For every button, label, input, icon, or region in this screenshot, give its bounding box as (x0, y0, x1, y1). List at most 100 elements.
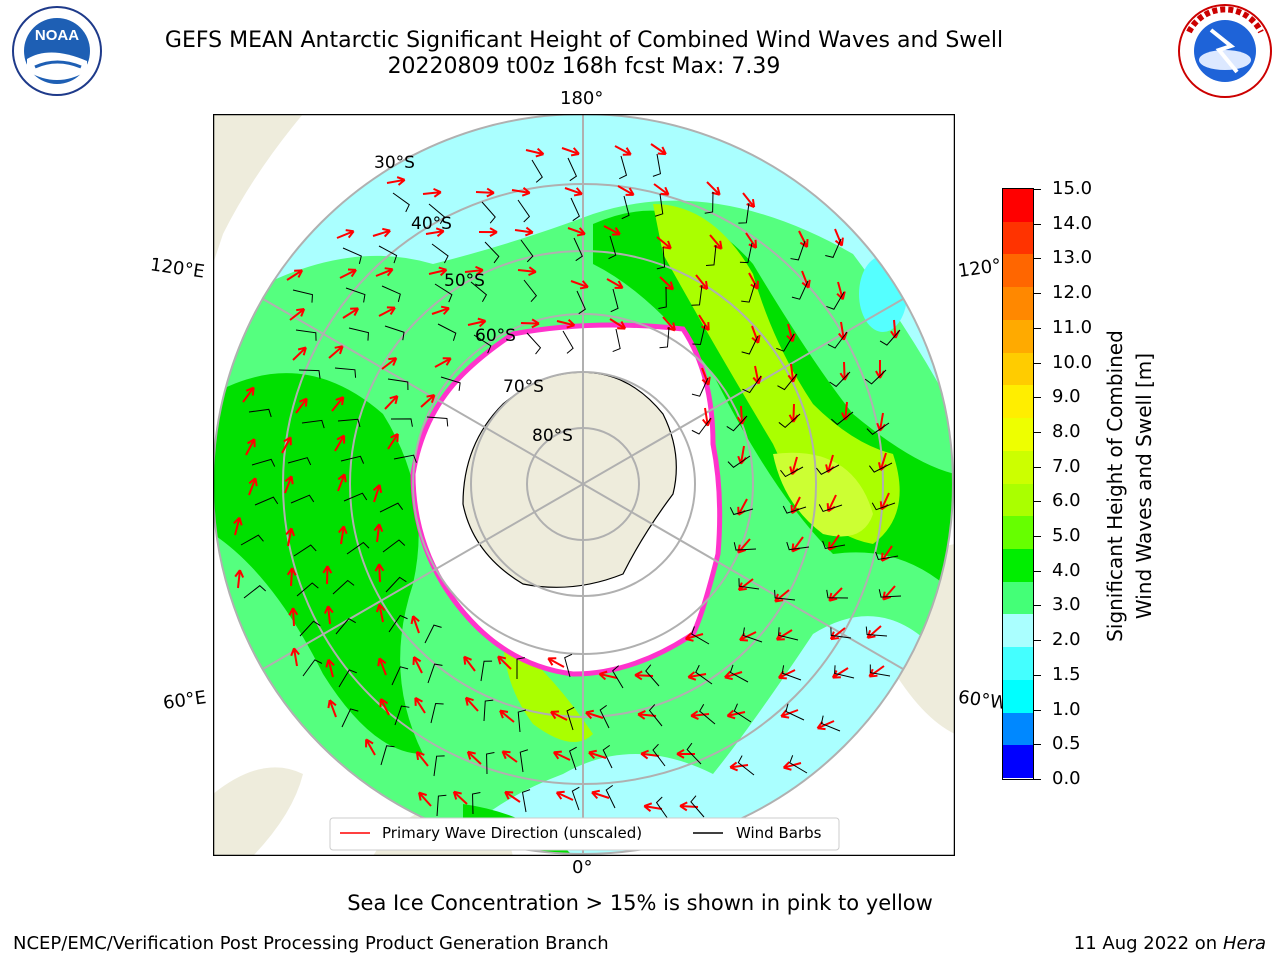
wind-barb (337, 418, 361, 428)
polar-map: Primary Wave Direction (unscaled) Wind B… (213, 114, 955, 856)
wind-barb (778, 627, 799, 641)
wind-barb (834, 665, 855, 679)
wave-arrow (653, 183, 670, 196)
wind-barb (332, 579, 355, 595)
wave-arrow (288, 607, 299, 627)
wave-arrow (684, 632, 704, 642)
wind-barb (531, 159, 543, 183)
wind-barb (296, 582, 319, 597)
wave-arrow (386, 176, 406, 186)
wind-barb (791, 280, 809, 300)
wave-arrow (328, 345, 344, 359)
wave-arrow (327, 699, 337, 718)
wind-barb (380, 745, 395, 766)
wind-barb (619, 155, 628, 180)
wind-barb (733, 542, 757, 551)
wave-arrow (466, 750, 482, 765)
wave-arrow (464, 265, 484, 276)
wind-barb (520, 239, 534, 263)
wave-arrow (431, 305, 450, 315)
wave-arrow (650, 143, 667, 156)
wind-barb (341, 708, 359, 728)
colorbar-segment (1003, 516, 1033, 550)
wave-arrow (428, 266, 448, 277)
wind-barb (440, 376, 461, 391)
wind-barb (290, 494, 315, 504)
wave-arrow (656, 236, 672, 250)
wind-barb (570, 197, 580, 222)
wind-barb (384, 325, 405, 341)
wave-arrow (478, 227, 498, 237)
wave-arrow (422, 187, 442, 198)
wind-barb (611, 665, 624, 689)
wind-barb (868, 462, 893, 473)
wave-arrow (570, 280, 589, 290)
colorbar-segment (1003, 450, 1033, 484)
branch-credit: NCEP/EMC/Verification Post Processing Pr… (13, 933, 609, 954)
colorbar-tick-label: 8.0 (1052, 420, 1081, 442)
run-machine: Hera (1222, 933, 1266, 954)
colorbar-segment (1003, 221, 1033, 255)
wave-arrow (339, 268, 357, 279)
colorbar-segment (1003, 418, 1033, 452)
wave-arrow (729, 761, 749, 772)
wave-arrow (418, 791, 432, 807)
lat-label-30s: 30°S (374, 153, 415, 173)
wave-arrow (511, 187, 531, 197)
wind-barb (782, 505, 807, 514)
colorbar-tick-mark (1034, 327, 1041, 329)
wind-barb (699, 703, 716, 725)
wave-arrow (415, 750, 429, 767)
colorbar-segment (1003, 548, 1033, 583)
wind-barb (780, 466, 804, 478)
wave-arrow (617, 185, 635, 196)
wind-barb (690, 795, 705, 818)
wind-barb (692, 324, 706, 345)
wave-arrow (410, 615, 420, 634)
wave-arrow (365, 738, 376, 756)
colorbar-label-line2: Wind Waves and Swell [m] (1132, 352, 1156, 620)
wave-arrow (372, 484, 383, 503)
wave-arrow (547, 657, 565, 668)
wind-barb (691, 417, 712, 435)
wave-arrow (698, 314, 710, 332)
wind-barb (774, 589, 796, 601)
wave-arrow (292, 346, 307, 361)
colorbar-tick-mark (1034, 466, 1041, 468)
colorbar (1002, 188, 1034, 780)
colorbar-tick-mark (1034, 501, 1041, 503)
wave-arrow (709, 234, 723, 250)
wave-arrow (337, 473, 347, 492)
wind-barb (378, 245, 398, 264)
colorbar-tick-mark (1034, 709, 1041, 711)
colorbar-tick-label: 15.0 (1052, 178, 1093, 199)
wave-arrow (325, 658, 335, 678)
wind-barb (605, 784, 616, 809)
wind-barb (705, 244, 717, 266)
colorbar-tick-label: 1.0 (1052, 698, 1081, 720)
wind-barb (789, 755, 808, 774)
wind-barb (390, 418, 413, 427)
wind-barb (523, 279, 538, 303)
wind-barb (691, 377, 709, 397)
land-africa-tip (213, 767, 303, 856)
wind-barb (430, 703, 444, 724)
wind-barb (878, 589, 902, 598)
wave-arrow (775, 629, 793, 641)
colorbar-tick-label: 7.0 (1052, 455, 1081, 477)
wave-arrow (517, 266, 537, 277)
wind-barb (875, 551, 899, 561)
wave-arrow (831, 667, 849, 679)
colorbar-tick-mark (1034, 640, 1041, 642)
colorbar-tick-label: 5.0 (1052, 525, 1081, 547)
lat-label-40s: 40°S (411, 214, 452, 234)
map-title: GEFS MEAN Antarctic Significant Height o… (164, 28, 1004, 53)
colorbar-tick-mark (1034, 605, 1041, 607)
colorbar-tick-mark (1034, 189, 1041, 190)
nws-logo (1178, 4, 1272, 98)
wind-barb (382, 539, 406, 553)
graticule (213, 114, 954, 856)
svg-text:NOAA: NOAA (35, 27, 79, 44)
wave-arrow (384, 395, 399, 410)
lon-label-60e: 60°E (161, 687, 208, 714)
